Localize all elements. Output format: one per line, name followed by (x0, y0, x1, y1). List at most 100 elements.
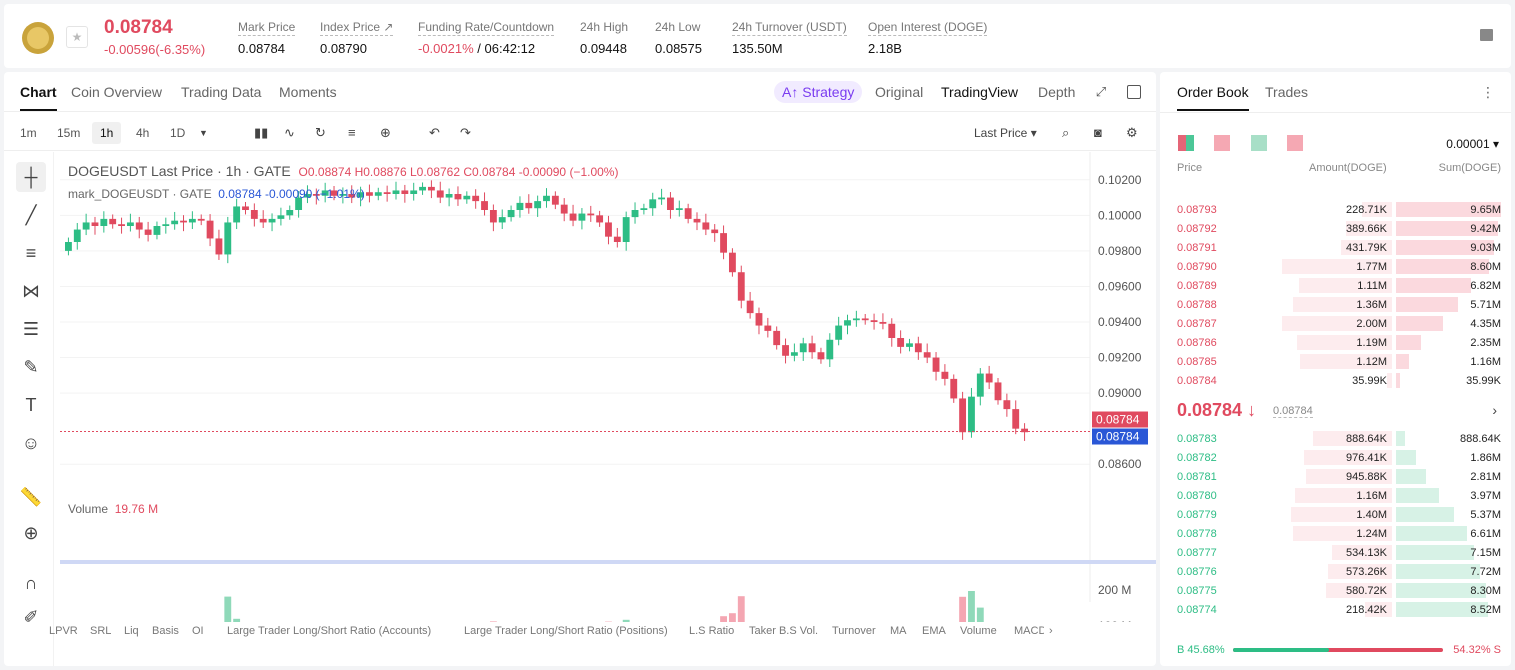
book-alt-icon[interactable] (1287, 135, 1303, 151)
indicator-ls-ratio[interactable]: L.S Ratio (689, 625, 735, 637)
indicators-icon[interactable]: ∿ (284, 125, 295, 140)
indicator-oi[interactable]: OI (192, 625, 204, 637)
strategy-button[interactable]: A↑ Strategy (774, 81, 863, 103)
indicator-ls-positions[interactable]: Large Trader Long/Short Ratio (Positions… (464, 625, 668, 637)
row-price: 0.08780 (1177, 490, 1217, 502)
orderbook-row[interactable]: 0.08791 431.79K 9.03M (1160, 238, 1511, 257)
row-sum: 6.61M (1470, 528, 1501, 540)
candle (746, 300, 754, 314)
row-price: 0.08786 (1177, 337, 1217, 349)
expand-icon[interactable]: ⤢ (1095, 84, 1107, 99)
zoom-in-icon[interactable]: ⊕ (23, 523, 39, 543)
timeframe-1h[interactable]: 1h (92, 122, 122, 144)
add-indicator-icon[interactable]: ⊕ (380, 125, 391, 140)
indicator-volume[interactable]: Volume (960, 625, 997, 637)
view-depth[interactable]: Depth (1038, 84, 1076, 100)
view-original[interactable]: Original (875, 84, 924, 100)
orderbook-row[interactable]: 0.08774 218.42K 8.52M (1160, 600, 1511, 619)
emoji-icon[interactable]: ☺ (21, 433, 41, 453)
chevron-right-icon[interactable]: › (1492, 402, 1497, 418)
volume-legend: Volume 19.76 M (68, 502, 159, 516)
candlestick-chart[interactable]: 0.10200 0.10000 0.09800 0.09600 0.09400 0.092… (4, 152, 1156, 622)
magnet-icon[interactable]: ∩ (24, 573, 38, 593)
row-amount: 1.36M (1356, 299, 1387, 311)
settings-gear-icon[interactable]: ⚙ (1126, 125, 1138, 140)
candle-type-icon[interactable]: ▮▮ (254, 125, 269, 140)
timeframe-1m[interactable]: 1m (20, 126, 37, 140)
precision-select[interactable]: 0.00001 ▾ (1446, 137, 1499, 151)
indicator-macd[interactable]: MACD (1014, 625, 1044, 637)
orderbook-row[interactable]: 0.08775 580.72K 8.30M (1160, 581, 1511, 600)
indicator-turnover[interactable]: Turnover (832, 625, 876, 637)
tab-moments[interactable]: Moments (279, 84, 337, 100)
orderbook-row[interactable]: 0.08780 1.16M 3.97M (1160, 486, 1511, 505)
notebook-icon[interactable] (1480, 29, 1493, 41)
tab-trades[interactable]: Trades (1265, 84, 1309, 100)
orderbook-row[interactable]: 0.08778 1.24M 6.61M (1160, 524, 1511, 543)
indicator-lpvr[interactable]: LPVR (49, 625, 78, 637)
orderbook-row[interactable]: 0.08784 35.99K 35.99K (1160, 371, 1511, 390)
more-menu-icon[interactable]: ⋮ (1481, 84, 1495, 100)
candle (312, 194, 320, 196)
view-tradingview[interactable]: TradingView (941, 84, 1019, 100)
orderbook-row[interactable]: 0.08782 976.41K 1.86M (1160, 448, 1511, 467)
indicator-srl[interactable]: SRL (90, 625, 112, 637)
orderbook-row[interactable]: 0.08793 228.71K 9.65M (1160, 200, 1511, 219)
indicator-ema[interactable]: EMA (922, 625, 946, 637)
indicator-ls-accounts[interactable]: Large Trader Long/Short Ratio (Accounts) (227, 625, 432, 637)
camera-icon[interactable]: ◙ (1094, 125, 1102, 140)
redo-icon[interactable]: ↷ (460, 125, 471, 140)
brush-icon[interactable]: ✎ (23, 357, 39, 377)
pattern-icon[interactable]: ⋈ (22, 281, 40, 301)
orderbook-row[interactable]: 0.08783 888.64K 888.64K (1160, 429, 1511, 448)
timeframe-1d[interactable]: 1D (170, 126, 186, 140)
timeframe-dropdown-icon[interactable]: ▼ (199, 128, 208, 138)
fib-icon[interactable]: ☰ (22, 319, 40, 339)
scroll-right-icon[interactable]: › (1049, 625, 1053, 637)
tab-coin-overview[interactable]: Coin Overview (71, 84, 163, 100)
timeframe-4h[interactable]: 4h (136, 126, 150, 140)
book-both-icon[interactable] (1178, 135, 1194, 151)
lock-draw-icon[interactable]: ✐ (23, 607, 39, 627)
search-icon[interactable]: ⌕ (1062, 125, 1070, 140)
timeframe-15m[interactable]: 15m (57, 126, 81, 140)
sum-depth-bar (1396, 221, 1498, 236)
indicator-liq[interactable]: Liq (124, 625, 139, 637)
price-type-select[interactable]: Last Price ▾ (974, 126, 1037, 140)
trend-line-icon[interactable]: ╱ (25, 205, 37, 225)
volume-bar (489, 621, 497, 622)
orderbook-row[interactable]: 0.08777 534.13K 7.15M (1160, 543, 1511, 562)
volume-bar (728, 613, 736, 622)
indicator-basis[interactable]: Basis (152, 625, 179, 637)
window-icon[interactable] (1127, 85, 1141, 99)
orderbook-row[interactable]: 0.08776 573.26K 7.72M (1160, 562, 1511, 581)
stat-index-price[interactable]: Index Price ↗ 0.08790 (320, 20, 394, 56)
favorite-star-icon[interactable]: ★ (66, 26, 88, 48)
replay-icon[interactable]: ↻ (315, 125, 326, 140)
orderbook-row[interactable]: 0.08779 1.40M 5.37M (1160, 505, 1511, 524)
candle (808, 343, 816, 353)
book-bids-icon[interactable] (1251, 135, 1267, 151)
orderbook-row[interactable]: 0.08790 1.77M 8.60M (1160, 257, 1511, 276)
orderbook-row[interactable]: 0.08788 1.36M 5.71M (1160, 295, 1511, 314)
book-asks-icon[interactable] (1214, 135, 1230, 151)
orderbook-row[interactable]: 0.08785 1.12M 1.16M (1160, 352, 1511, 371)
tab-order-book[interactable]: Order Book (1177, 84, 1249, 111)
indicator-ma[interactable]: MA (890, 625, 907, 637)
orderbook-row[interactable]: 0.08792 389.66K 9.42M (1160, 219, 1511, 238)
text-tool-icon[interactable]: T (25, 395, 37, 415)
sum-depth-bar (1396, 202, 1501, 217)
orderbook-row[interactable]: 0.08787 2.00M 4.35M (1160, 314, 1511, 333)
ruler-icon[interactable]: 📏 (19, 487, 43, 507)
tab-chart[interactable]: Chart (20, 84, 57, 111)
parallel-lines-icon[interactable]: ≡ (25, 243, 37, 263)
crosshair-icon[interactable]: ┼ (16, 162, 46, 192)
undo-icon[interactable]: ↶ (429, 125, 440, 140)
templates-icon[interactable]: ≡ (348, 125, 356, 140)
orderbook-row[interactable]: 0.08781 945.88K 2.81M (1160, 467, 1511, 486)
row-amount: 389.66K (1346, 223, 1387, 235)
tab-trading-data[interactable]: Trading Data (181, 84, 262, 100)
indicator-taker-vol[interactable]: Taker B.S Vol. (749, 625, 819, 637)
orderbook-row[interactable]: 0.08789 1.11M 6.82M (1160, 276, 1511, 295)
orderbook-row[interactable]: 0.08786 1.19M 2.35M (1160, 333, 1511, 352)
